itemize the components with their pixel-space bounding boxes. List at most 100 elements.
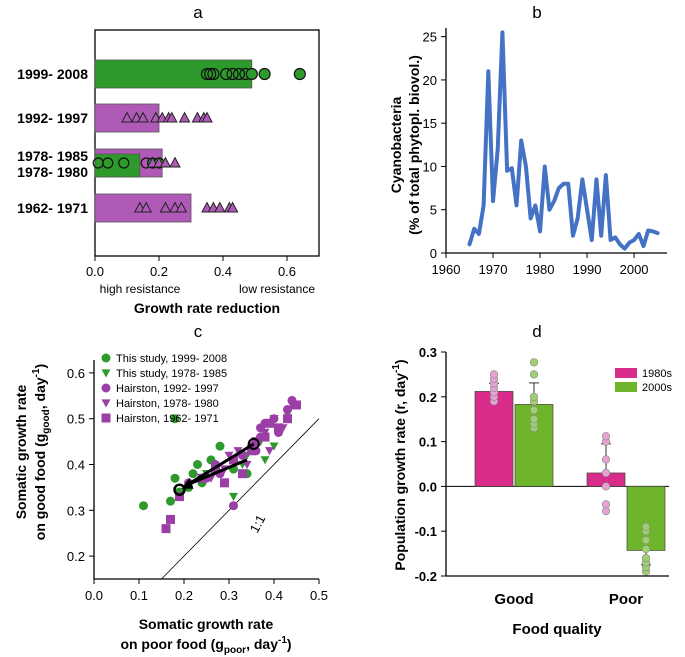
scatter-point <box>260 432 270 442</box>
row-label: 1978- 1980 <box>17 164 88 180</box>
scatter-point <box>170 473 180 483</box>
y-tick-label: 0.3 <box>419 345 437 360</box>
replicate-point <box>601 468 611 478</box>
data-point <box>118 157 130 169</box>
scatter-point <box>283 405 292 415</box>
scatter-point <box>238 469 247 479</box>
data-point <box>159 156 172 168</box>
scatter-point <box>242 460 252 469</box>
legend-marker <box>101 383 111 393</box>
y-axis-label-line1: Cyanobacteria <box>388 97 404 194</box>
x-tick-label: 0.6 <box>278 264 296 279</box>
y-tick-label: 0.3 <box>67 503 85 518</box>
panel-label-d: d <box>532 322 541 341</box>
x-label-text: , day <box>246 636 278 652</box>
legend-entry: This study, 1999- 2008 <box>116 353 227 365</box>
scatter-point <box>247 446 256 456</box>
y-tick-label: 10 <box>423 159 437 174</box>
category-label: Poor <box>609 591 643 608</box>
y-label-text: ) <box>392 359 408 364</box>
legend-entry: Hairston, 1992- 1997 <box>116 383 219 395</box>
note-low-resistance: low resistance <box>239 282 315 296</box>
y-tick-label: 0.2 <box>419 390 437 405</box>
arrow-end-marker <box>173 483 186 496</box>
series-line-cyanobacteria <box>467 30 660 251</box>
data-point <box>293 67 306 81</box>
data-point <box>220 67 233 81</box>
legend-marker <box>101 413 111 423</box>
y-tick-label: 0 <box>430 246 437 261</box>
x-tick-label: 1970 <box>479 262 508 277</box>
y-tick-label: 0.1 <box>419 435 437 450</box>
scatter-point <box>170 414 180 424</box>
scatter-point <box>139 501 148 511</box>
data-point <box>213 201 226 213</box>
data-point <box>165 111 178 123</box>
y-tick-label: 15 <box>423 116 437 131</box>
x-tick-label: 0.0 <box>86 264 104 279</box>
x-tick-label: 1980 <box>526 262 555 277</box>
y-tick-label: 0.4 <box>67 458 85 473</box>
x-label-text: on poor food (g <box>120 636 223 652</box>
data-point <box>232 67 246 81</box>
scatter-point <box>274 423 283 433</box>
x-tick-label: 0.5 <box>310 588 328 603</box>
replicate-point <box>529 392 539 401</box>
legend-marker <box>101 353 111 363</box>
replicate-point <box>529 415 539 424</box>
replicate-point <box>601 500 611 509</box>
x-label-superscript: -1 <box>278 635 287 646</box>
x-tick-label: 0.4 <box>265 588 283 603</box>
replicate-point <box>601 455 611 464</box>
arrowhead <box>181 477 194 489</box>
replicate-point <box>529 358 539 367</box>
x-label-subscript: poor <box>224 645 246 656</box>
y-label-text: ) <box>32 364 48 369</box>
x-tick-label: 2000 <box>620 262 649 277</box>
x-label-text: ) <box>287 636 292 652</box>
bar-1978-1985 <box>94 153 141 178</box>
x-tick-label: 1960 <box>432 262 461 277</box>
panel-label-a: a <box>193 3 203 22</box>
y-label-superscript: -1 <box>31 368 42 377</box>
data-point <box>207 67 220 81</box>
scatter-point <box>166 496 175 506</box>
row-label: 1992- 1997 <box>17 110 88 126</box>
data-point <box>204 67 217 81</box>
y-tick-label: 0.6 <box>67 366 85 381</box>
legend-swatch <box>615 368 637 378</box>
legend-entry: Hairston, 1978- 1980 <box>116 398 219 410</box>
legend-marker <box>101 369 111 378</box>
scatter-point <box>193 460 202 469</box>
y-axis-label-line2: on good food (ggood, day-1) <box>31 364 52 540</box>
row-label: 1978- 1985 <box>17 148 88 164</box>
y-axis-label: Cyanobacteria (% of total phytopl. biovol… <box>388 55 422 235</box>
legend-swatch <box>615 382 637 392</box>
replicate-point <box>529 370 539 379</box>
y-label-superscript: -1 <box>391 364 402 373</box>
y-tick-label: 25 <box>423 30 437 45</box>
x-tick-label: 0.0 <box>85 588 103 603</box>
scatter-point <box>220 478 229 488</box>
y-tick-label: 0.2 <box>67 549 85 564</box>
y-tick-label: -0.1 <box>415 524 437 539</box>
legend-entry: Hairston, 1962- 1971 <box>116 413 219 425</box>
y-label-text: on good food (g <box>32 434 48 541</box>
scatter-point <box>233 447 243 456</box>
y-axis-label-line1: Somatic growth rate <box>13 385 29 520</box>
x-axis-label: Growth rate reduction <box>134 300 280 316</box>
x-tick-label: 1990 <box>573 262 602 277</box>
data-point <box>169 156 181 168</box>
plot-frame <box>94 29 320 257</box>
y-label-text: Population growth rate (r, day <box>392 373 408 571</box>
y-tick-label: 5 <box>430 203 437 218</box>
data-point <box>159 201 172 213</box>
identity-line <box>161 418 320 580</box>
data-point <box>121 111 133 123</box>
shift-arrow-line <box>186 458 248 487</box>
y-tick-label: 20 <box>423 73 437 88</box>
legend-entry: This study, 1978- 1985 <box>116 368 227 380</box>
x-tick-label: 0.3 <box>220 588 238 603</box>
